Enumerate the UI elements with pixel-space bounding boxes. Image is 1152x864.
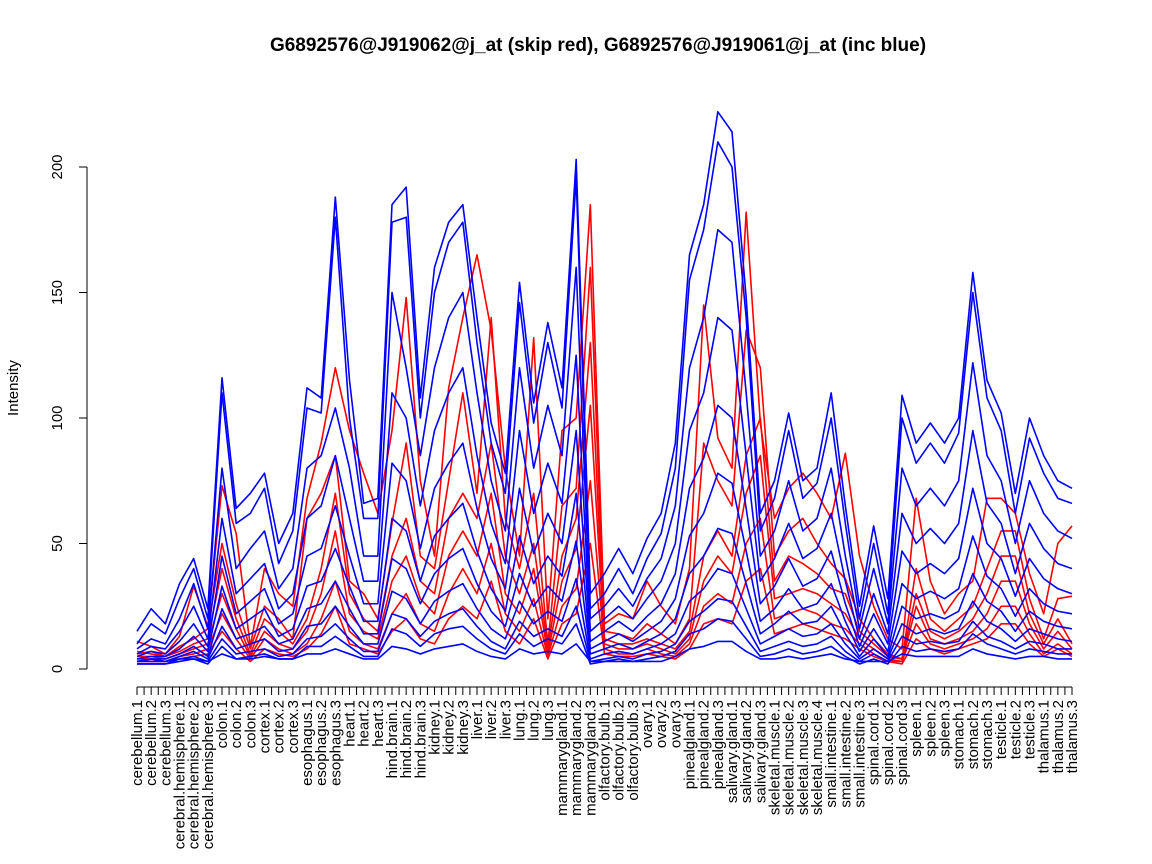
x-tick-label: cerebral.hemisphere.1 [172, 700, 189, 849]
x-tick-label: spinal.cord.2 [880, 700, 897, 785]
x-tick-label: stomach.1 [951, 700, 968, 769]
x-tick-label: kidney.3 [455, 700, 472, 755]
x-tick-label: ovary.3 [667, 700, 684, 748]
x-tick-label: liver.3 [497, 700, 514, 739]
series-line-inc-15 [137, 597, 1072, 665]
series-line-inc-9 [136, 228, 1073, 650]
x-tick-label: esophagus.1 [299, 700, 316, 786]
y-tick-label: 100 [49, 405, 66, 430]
x-tick-label: spleen.3 [937, 700, 954, 757]
x-tick-label: ovary.2 [653, 700, 670, 748]
x-tick-label: thalamus.1 [1036, 700, 1053, 773]
x-tick-label: olfactory.bulb.1 [597, 700, 614, 801]
x-tick-label: cerebellum.1 [129, 700, 146, 786]
x-tick-label: cortex.3 [285, 700, 302, 753]
x-tick-label: salivary.gland.1 [724, 700, 741, 803]
x-tick-label: skeletal.muscle.2 [781, 700, 798, 815]
x-tick-label: cerebellum.2 [143, 700, 160, 786]
x-tick-label: cortex.1 [257, 700, 274, 753]
chart-title: G6892576@J919062@j_at (skip red), G68925… [270, 35, 926, 56]
series-line-inc-7 [136, 110, 1073, 632]
x-tick-label: small.intestine.1 [823, 700, 840, 808]
x-tick-label: stomach.3 [979, 700, 996, 769]
series-line-inc-13 [136, 527, 1073, 663]
x-tick-label: lung.3 [540, 700, 557, 741]
x-tick-label: colon.1 [214, 700, 231, 748]
x-tick-label: skeletal.muscle.1 [767, 700, 784, 815]
x-tick-label: lung.1 [512, 700, 529, 741]
x-tick-label: testicle.3 [1022, 700, 1039, 759]
x-tick-label: cerebral.hemisphere.2 [186, 700, 203, 849]
x-tick-label: spleen.1 [908, 700, 925, 757]
series-line-inc-17 [136, 640, 1072, 663]
x-tick-label: kidney.2 [441, 700, 458, 755]
y-axis-label: Intensity [5, 360, 22, 416]
x-tick-label: cortex.2 [271, 700, 288, 753]
x-tick-label: pinealgland.2 [696, 700, 713, 789]
x-tick-label: small.intestine.2 [837, 700, 854, 808]
x-tick-label: heart.3 [370, 700, 387, 747]
series-line-inc-11 [136, 404, 1073, 658]
x-tick-label: pinealgland.1 [682, 700, 699, 789]
x-tick-label: olfactory.bulb.2 [611, 700, 628, 801]
x-tick-label: skeletal.muscle.4 [809, 700, 826, 815]
x-tick-label: lung.2 [526, 700, 543, 741]
x-tick-label: testicle.1 [993, 700, 1010, 759]
y-tick-label: 50 [49, 535, 66, 552]
series-line-inc-8 [136, 141, 1073, 645]
x-tick-label: small.intestine.3 [852, 700, 869, 808]
series-line-inc-14 [137, 567, 1073, 663]
x-tick-label: colon.3 [242, 700, 259, 748]
x-tick-label: hind.brain.3 [412, 700, 429, 778]
x-tick-label: thalamus.2 [1050, 700, 1067, 773]
x-tick-label: spinal.cord.3 [894, 700, 911, 785]
series-line-skip-1 [136, 203, 1073, 655]
x-tick-label: skeletal.muscle.3 [795, 700, 812, 815]
x-axis: cerebellum.1cerebellum.2cerebellum.3cere… [129, 686, 1081, 849]
x-tick-label: ovary.1 [639, 700, 656, 748]
x-tick-label: liver.1 [469, 700, 486, 739]
y-tick-label: 0 [49, 665, 66, 673]
x-tick-label: spleen.2 [922, 700, 939, 757]
series-line-inc-10 [136, 316, 1073, 655]
x-tick-label: olfactory.bulb.3 [625, 700, 642, 801]
x-tick-label: spinal.cord.1 [866, 700, 883, 785]
x-tick-label: cerebellum.3 [157, 700, 174, 786]
x-tick-label: hind.brain.1 [384, 700, 401, 778]
y-tick-label: 200 [49, 154, 66, 179]
series-layer [136, 110, 1073, 665]
x-tick-label: esophagus.3 [327, 700, 344, 786]
x-tick-label: stomach.2 [965, 700, 982, 769]
x-tick-label: cerebral.hemisphere.3 [200, 700, 217, 849]
x-tick-label: hind.brain.2 [398, 700, 415, 778]
x-tick-label: testicle.2 [1007, 700, 1024, 759]
series-line-inc-12 [136, 472, 1073, 660]
x-tick-label: kidney.1 [427, 700, 444, 755]
x-tick-label: salivary.gland.3 [752, 700, 769, 803]
x-tick-label: esophagus.2 [313, 700, 330, 786]
x-tick-label: mammarygland.1 [554, 700, 571, 816]
x-tick-label: pinealgland.3 [710, 700, 727, 789]
x-tick-label: colon.2 [228, 700, 245, 748]
x-tick-label: mammarygland.3 [582, 700, 599, 816]
x-tick-label: salivary.gland.2 [738, 700, 755, 803]
x-tick-label: mammarygland.2 [568, 700, 585, 816]
x-tick-label: heart.1 [342, 700, 359, 747]
x-tick-label: thalamus.3 [1064, 700, 1081, 773]
x-tick-label: liver.2 [483, 700, 500, 739]
y-axis: 0 50 100 150 200 [49, 154, 88, 673]
y-tick-label: 150 [49, 280, 66, 305]
x-tick-label: heart.2 [356, 700, 373, 747]
